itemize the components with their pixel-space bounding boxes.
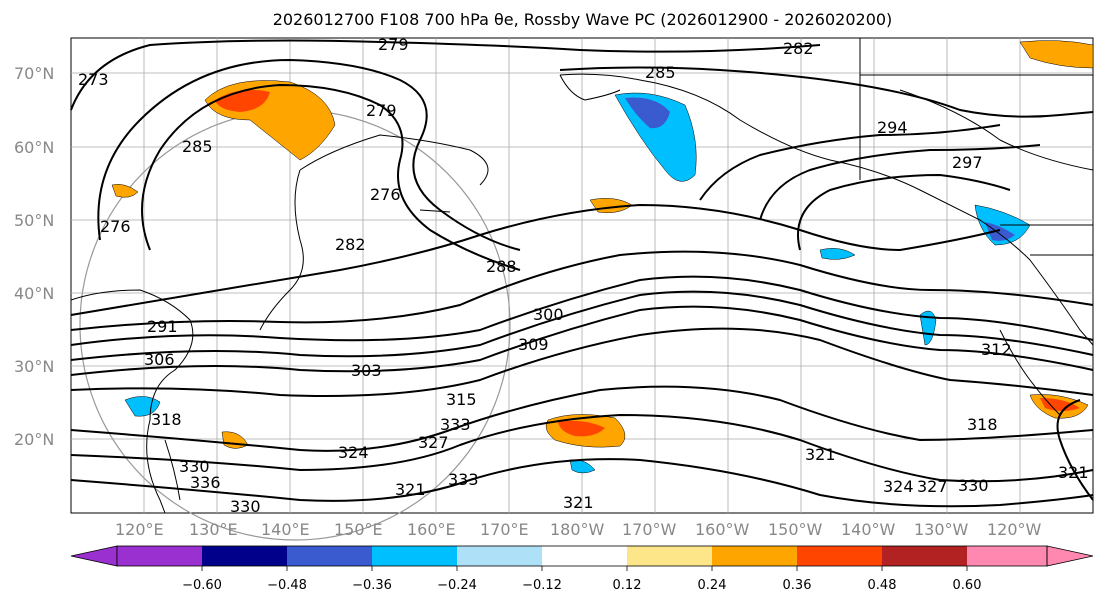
contour-label: 282 <box>783 39 814 58</box>
contour-label: 330 <box>958 476 989 495</box>
contour-label: 285 <box>182 137 213 156</box>
contour-label: 285 <box>645 63 676 82</box>
cold-anomaly-patch <box>919 310 937 346</box>
theta-e-contours <box>70 39 1094 508</box>
colorbar-tick-label: 0.36 <box>783 578 812 593</box>
cold-anomaly-patch <box>124 396 161 417</box>
contour-label: 333 <box>440 415 471 434</box>
contour-label: 321 <box>1058 463 1089 482</box>
warm-anomaly-patch <box>1019 40 1094 69</box>
colorbar-segment-4 <box>372 546 457 566</box>
lon-label: 170°W <box>622 520 677 539</box>
cold-anomaly-patch <box>819 248 856 260</box>
longitude-labels: 120°E 130°E 140°E 150°E 160°E 170°E 180°… <box>115 520 1042 539</box>
contour-label: 336 <box>190 473 221 492</box>
contour-label: 321 <box>395 480 426 499</box>
contour-label: 297 <box>952 153 983 172</box>
contour-label: 300 <box>533 305 564 324</box>
coastlines <box>70 38 1094 514</box>
colorbar-segment-3 <box>287 546 372 566</box>
lon-label: 140°W <box>841 520 896 539</box>
latitude-labels: 70°N 60°N 50°N 40°N 30°N 20°N <box>14 64 54 449</box>
lat-label: 40°N <box>14 284 54 303</box>
lon-label: 120°E <box>115 520 164 539</box>
contour-label: 276 <box>370 185 401 204</box>
colorbar-outline <box>116 545 1048 567</box>
lon-label: 150°W <box>768 520 823 539</box>
lon-label: 160°E <box>407 520 456 539</box>
colorbar-tick-label: −0.12 <box>522 578 562 593</box>
colorbar-tick-label: −0.60 <box>182 578 222 593</box>
colorbar-segment-7 <box>627 546 712 566</box>
lon-label: 120°W <box>987 520 1042 539</box>
anomaly-shading <box>111 40 1094 474</box>
lon-label: 170°E <box>480 520 529 539</box>
warm-anomaly-patch <box>111 184 139 198</box>
colorbar-tick-label: −0.36 <box>352 578 392 593</box>
contour-labels: 279 282 285 273 279 294 285 297 276 276 … <box>78 35 1089 516</box>
colorbar-segment-12 <box>1046 545 1094 567</box>
colorbar-tick-label: −0.48 <box>267 578 307 593</box>
contour-label: 327 <box>418 433 449 452</box>
contour-label: 318 <box>151 410 182 429</box>
lat-label: 60°N <box>14 138 54 157</box>
contour-label: 294 <box>877 118 908 137</box>
contour-label: 321 <box>805 445 836 464</box>
colorbar-tick-label: 0.60 <box>953 578 982 593</box>
colorbar-segment-5 <box>457 546 542 566</box>
colorbar-segment-2 <box>202 546 287 566</box>
map-title: 2026012700 F108 700 hPa θe, Rossby Wave … <box>272 10 893 29</box>
contour-label: 273 <box>78 70 109 89</box>
contour-label: 324 <box>883 477 914 496</box>
lat-label: 50°N <box>14 211 54 230</box>
colorbar-segment-6 <box>542 546 627 566</box>
lat-label: 30°N <box>14 357 54 376</box>
colorbar-tick-label: 0.48 <box>868 578 897 593</box>
warm-anomaly-core <box>558 420 605 437</box>
contour-label: 324 <box>338 443 369 462</box>
contour-label: 309 <box>518 335 549 354</box>
cold-anomaly-core <box>985 222 1015 241</box>
colorbar-segment-0 <box>70 545 118 567</box>
cold-anomaly-core <box>625 97 670 129</box>
contour-label: 327 <box>917 477 948 496</box>
lon-label: 140°E <box>261 520 310 539</box>
contour-label: 321 <box>563 493 594 512</box>
contour-label: 276 <box>100 217 131 236</box>
contour-label: 288 <box>486 257 517 276</box>
colorbar-segment-1 <box>117 546 202 566</box>
lat-label: 70°N <box>14 64 54 83</box>
cold-anomaly-patch <box>614 92 697 182</box>
contour-label: 291 <box>147 317 178 336</box>
contour-label: 312 <box>981 340 1012 359</box>
lon-label: 180°W <box>550 520 605 539</box>
contour-label: 333 <box>448 470 479 489</box>
lat-label: 20°N <box>14 430 54 449</box>
contour-label: 330 <box>230 497 261 516</box>
colorbar-tick-label: −0.24 <box>437 578 477 593</box>
colorbar-segment-8 <box>712 546 797 566</box>
contour-label: 315 <box>446 390 477 409</box>
contour-label: 279 <box>366 101 397 120</box>
lon-label: 130°E <box>189 520 238 539</box>
colorbar-ticks <box>201 566 968 571</box>
contour-label: 303 <box>351 361 382 380</box>
contour-label: 282 <box>335 235 366 254</box>
contour-label: 306 <box>144 350 175 369</box>
colorbar-segment-9 <box>797 546 882 566</box>
warm-anomaly-core <box>1040 398 1080 411</box>
contour-label: 330 <box>179 457 210 476</box>
lon-label: 160°W <box>695 520 750 539</box>
colorbar-segment-11 <box>967 546 1047 566</box>
colorbar-tick-label: 0.24 <box>698 578 727 593</box>
lon-label: 130°W <box>914 520 969 539</box>
colorbar-tick-label: 0.12 <box>613 578 642 593</box>
colorbar: −0.60 −0.48 −0.36 −0.24 −0.12 0.12 0.24 … <box>70 545 1094 593</box>
contour-label: 279 <box>378 35 409 54</box>
contour-label: 318 <box>967 415 998 434</box>
colorbar-segment-10 <box>882 546 967 566</box>
lon-label: 150°E <box>334 520 383 539</box>
